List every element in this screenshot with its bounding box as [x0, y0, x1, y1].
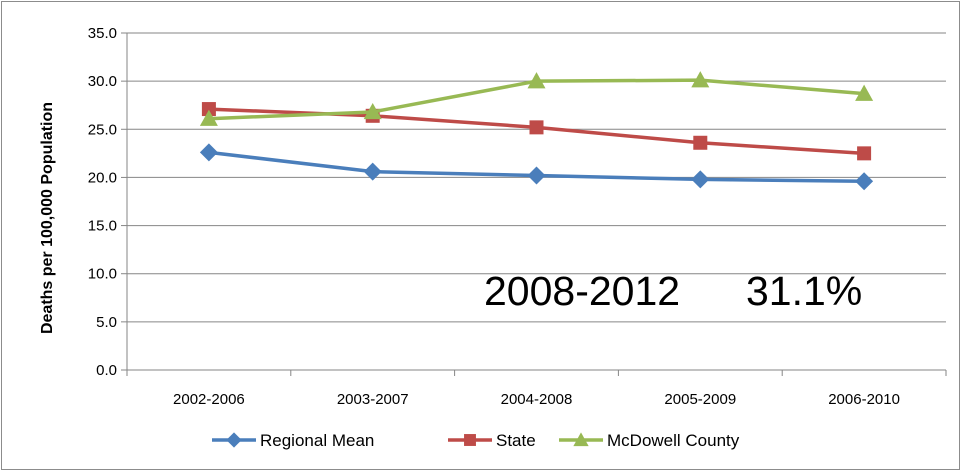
series-1-point-0 — [201, 102, 216, 117]
annotation-value: 31.1% — [746, 268, 862, 314]
series-0-point-0 — [199, 143, 218, 162]
x-tick-label-2: 2004-2008 — [501, 391, 573, 408]
legend-marker-1 — [464, 434, 476, 446]
axes — [121, 32, 947, 376]
series-2-point-0 — [199, 109, 218, 126]
legend-entry-2: McDowell County — [559, 431, 740, 450]
series-2-point-1 — [363, 102, 382, 120]
series-1-point-2 — [529, 120, 544, 135]
legend-label-2: McDowell County — [607, 431, 740, 450]
annotation-period: 2008-2012 — [484, 268, 680, 314]
legend-entry-1: State — [448, 431, 536, 450]
y-tick-labels: 0.0 5.0 10.0 15.0 20.0 25.0 30.0 35.0 — [88, 25, 117, 379]
series-0-point-4 — [855, 172, 874, 191]
x-tick-label-4: 2006-2010 — [828, 391, 900, 408]
y-tick-label-2: 10.0 — [88, 266, 117, 283]
series-0 — [199, 143, 874, 191]
series-1-point-4 — [857, 146, 872, 161]
legend-entry-0: Regional Mean — [212, 431, 374, 450]
series-0-point-3 — [691, 170, 710, 189]
series-0-point-1 — [363, 162, 382, 181]
y-axis-label: Deaths per 100,000 Population — [39, 102, 56, 334]
y-tick-label-0: 0.0 — [96, 362, 117, 379]
y-tick-label-6: 30.0 — [88, 73, 117, 90]
series-2-point-3 — [691, 71, 710, 88]
series — [199, 71, 874, 191]
series-2-point-4 — [855, 84, 874, 101]
series-2 — [199, 71, 874, 126]
legend: Regional Mean State McDowell County — [212, 431, 740, 450]
y-tick-label-3: 15.0 — [88, 218, 117, 235]
x-tick-label-0: 2002-2006 — [173, 391, 245, 408]
x-tick-label-3: 2005-2009 — [664, 391, 736, 408]
legend-marker-2 — [573, 432, 589, 447]
x-tick-labels: 2002-2006 2003-2007 2004-2008 2005-2009 2006… — [173, 391, 900, 408]
y-tick-label-4: 20.0 — [88, 169, 117, 186]
y-tick-label-5: 25.0 — [88, 121, 117, 138]
legend-label-1: State — [496, 431, 536, 450]
x-tick-label-1: 2003-2007 — [337, 391, 409, 408]
y-tick-label-1: 5.0 — [96, 314, 117, 331]
series-1-point-3 — [693, 135, 708, 150]
legend-label-0: Regional Mean — [260, 431, 374, 450]
y-tick-label-7: 35.0 — [88, 25, 117, 42]
legend-marker-0 — [226, 432, 242, 448]
series-0-point-2 — [527, 166, 546, 185]
series-2-point-2 — [527, 72, 546, 89]
